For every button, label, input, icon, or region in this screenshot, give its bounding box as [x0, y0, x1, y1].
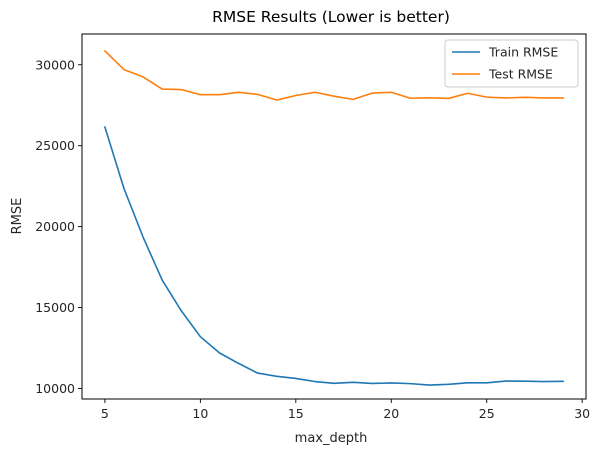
x-tick-label: 5: [101, 406, 109, 421]
series-line-test-rmse: [103, 49, 564, 101]
x-tick-label: 10: [192, 406, 208, 421]
plot-frame: [81, 33, 587, 400]
legend: Train RMSE Test RMSE: [444, 39, 579, 88]
x-tick-label: 20: [383, 406, 399, 421]
y-tick-label: 30000: [35, 57, 75, 72]
x-axis-ticks: 5 10 15 20 25 30: [101, 399, 590, 421]
x-tick-label: 30: [574, 406, 590, 421]
y-tick-label: 10000: [35, 381, 75, 396]
series-line-train-rmse: [103, 126, 564, 386]
x-tick-label: 25: [479, 406, 495, 421]
plot-series: [103, 49, 564, 386]
chart-title: RMSE Results (Lower is better): [212, 8, 450, 26]
y-tick-label: 25000: [35, 138, 75, 153]
y-axis-ticks: 10000 15000 20000 25000 30000: [35, 57, 82, 396]
x-tick-label: 15: [288, 406, 304, 421]
y-axis-label: RMSE: [10, 198, 25, 235]
legend-label-train-rmse: Train RMSE: [488, 45, 558, 60]
y-tick-label: 20000: [35, 219, 75, 234]
x-axis-label: max_depth: [295, 431, 368, 446]
y-tick-label: 15000: [35, 300, 75, 315]
legend-label-test-rmse: Test RMSE: [488, 67, 553, 82]
